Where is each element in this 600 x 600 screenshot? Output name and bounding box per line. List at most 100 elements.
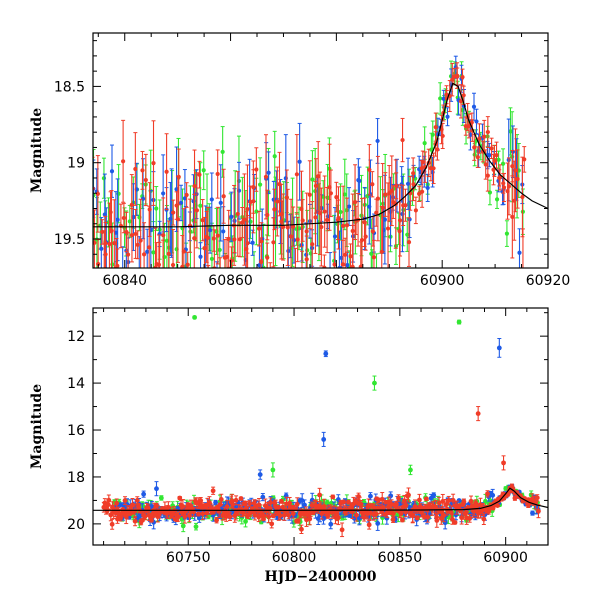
data-point: [224, 254, 230, 260]
top-panel: 60840 60860 60880 60900 60920 18.5 19 19.5 Magni…: [29, 32, 570, 289]
data-point: [284, 195, 289, 200]
data-point: [242, 217, 247, 222]
data-point: [431, 492, 437, 498]
data-point: [229, 214, 234, 219]
data-point: [494, 197, 500, 202]
data-point: [317, 492, 323, 498]
data-point: [403, 203, 408, 208]
data-point: [458, 99, 464, 104]
data-point: [463, 124, 468, 129]
data-point: [145, 249, 150, 254]
data-point: [147, 245, 152, 250]
data-point: [200, 511, 206, 517]
data-point: [471, 104, 477, 109]
data-point: [405, 232, 410, 237]
data-point: [251, 199, 256, 204]
data-point: [207, 228, 213, 233]
data-point: [181, 249, 186, 254]
data-point: [375, 521, 381, 526]
data-point: [370, 229, 375, 234]
data-point: [175, 217, 181, 222]
axes-frame: [92, 32, 549, 269]
data-point: [286, 512, 292, 518]
data-point: [115, 217, 120, 222]
data-point: [294, 501, 300, 507]
data-point: [496, 157, 501, 162]
data-point: [270, 513, 276, 519]
data-point: [261, 513, 267, 519]
data-point: [220, 149, 225, 154]
data-point: [515, 176, 520, 182]
data-point: [226, 236, 231, 241]
data-point: [229, 258, 234, 263]
data-point: [217, 247, 222, 253]
plot-area: [93, 314, 548, 538]
data-point: [513, 168, 518, 173]
data-point: [184, 192, 189, 198]
data-point: [307, 516, 313, 522]
data-point: [313, 183, 319, 189]
data-point: [520, 194, 525, 200]
data-point: [202, 246, 207, 251]
data-point: [357, 178, 362, 183]
bottom-panel: 60750 60800 60850 609001214161820MagnitudeH…: [29, 307, 549, 585]
data-point: [485, 129, 490, 135]
data-point: [492, 158, 497, 164]
data-point: [166, 251, 171, 256]
data-point: [430, 132, 435, 137]
data-point: [151, 250, 156, 255]
data-point: [178, 200, 184, 206]
data-point: [193, 524, 199, 530]
data-point: [348, 254, 353, 259]
data-point: [445, 114, 450, 119]
data-point: [133, 231, 138, 237]
data-point: [334, 195, 339, 200]
data-point: [209, 197, 214, 202]
data-point: [504, 231, 510, 236]
data-point: [260, 494, 266, 500]
data-point: [302, 502, 307, 508]
data-point: [405, 181, 411, 186]
data-point: [472, 145, 477, 150]
data-point: [101, 176, 107, 181]
data-point: [215, 233, 220, 238]
data-point: [272, 154, 277, 159]
data-point: [176, 514, 181, 520]
data-point: [328, 191, 333, 196]
x-tick-label: 60880: [314, 273, 359, 289]
data-point: [286, 248, 291, 254]
data-point: [143, 177, 148, 183]
data-point: [394, 183, 399, 188]
data-point: [487, 153, 492, 158]
data-point: [200, 218, 205, 223]
data-point: [157, 270, 161, 274]
data-point: [265, 255, 270, 260]
red-series: [101, 483, 541, 538]
data-point: [438, 96, 443, 101]
data-point: [440, 133, 445, 139]
data-point: [259, 259, 264, 265]
data-point: [400, 137, 405, 143]
data-point: [425, 185, 430, 190]
data-point: [245, 206, 250, 212]
data-point: [142, 514, 148, 519]
data-point: [304, 257, 309, 262]
data-point: [288, 234, 294, 239]
data-point: [411, 182, 416, 187]
data-point: [265, 212, 270, 218]
data-point: [368, 493, 373, 499]
data-point: [371, 255, 377, 260]
data-point: [192, 236, 197, 241]
data-point: [521, 268, 525, 272]
data-point: [287, 500, 293, 506]
data-point: [237, 237, 243, 242]
data-point: [350, 228, 355, 234]
data-point: [397, 228, 402, 234]
data-point: [281, 224, 286, 230]
data-point: [99, 246, 104, 251]
data-point: [266, 514, 272, 520]
data-point: [508, 129, 513, 134]
data-point: [194, 208, 200, 213]
data-point: [114, 500, 120, 506]
x-tick-label: 60860: [208, 273, 253, 289]
